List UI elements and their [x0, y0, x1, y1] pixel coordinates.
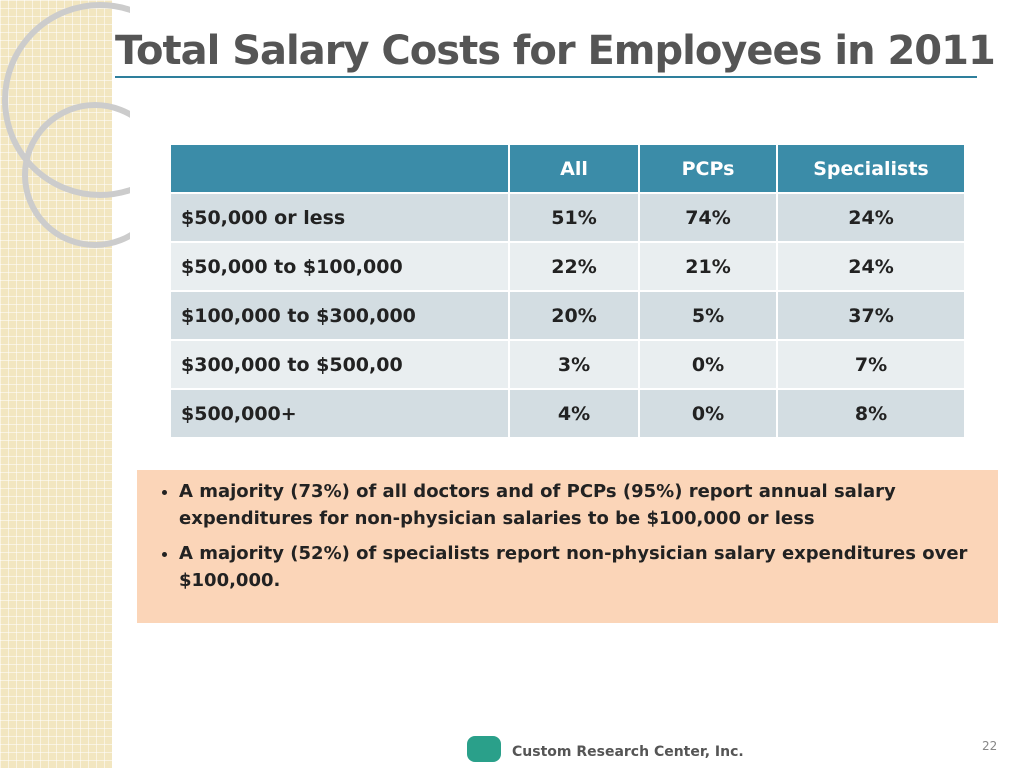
header-cell: PCPs [638, 143, 778, 194]
cell: $50,000 to $100,000 [169, 241, 510, 292]
cell: 24% [776, 192, 966, 243]
title-rule [115, 76, 977, 78]
cell: 7% [776, 339, 966, 390]
cell: 21% [638, 241, 778, 292]
page-number: 22 [982, 739, 998, 753]
cell: 24% [776, 241, 966, 292]
header-cell: All [508, 143, 640, 194]
cell: 20% [508, 290, 640, 341]
cell: $300,000 to $500,00 [169, 339, 510, 390]
side-pattern [0, 0, 112, 768]
cell: 4% [508, 388, 640, 439]
cell: 0% [638, 339, 778, 390]
cell: 22% [508, 241, 640, 292]
cell: 3% [508, 339, 640, 390]
header-cell [169, 143, 510, 194]
cell: 37% [776, 290, 966, 341]
cell: 0% [638, 388, 778, 439]
cell: 74% [638, 192, 778, 243]
logo [467, 736, 501, 762]
row: $300,000 to $500,00 3% 0% 7% [169, 339, 966, 390]
cell: 5% [638, 290, 778, 341]
bullet: A majority (73%) of all doctors and of P… [179, 478, 998, 532]
row: $500,000+ 4% 0% 8% [169, 388, 966, 439]
cell: $500,000+ [169, 388, 510, 439]
header-cell: Specialists [776, 143, 966, 194]
cell: 8% [776, 388, 966, 439]
company: Custom Research Center, Inc. [512, 744, 744, 760]
decor [2, 2, 130, 248]
note-box: A majority (73%) of all doctors and of P… [137, 470, 998, 623]
title: Total Salary Costs for Employees in 2011 [115, 28, 996, 74]
row: $100,000 to $300,000 20% 5% 37% [169, 290, 966, 341]
cell: $100,000 to $300,000 [169, 290, 510, 341]
cell: 51% [508, 192, 640, 243]
row: $50,000 or less 51% 74% 24% [169, 192, 966, 243]
table: All PCPs Specialists $50,000 or less 51% 74%… [169, 143, 966, 439]
bullet: A majority (52%) of specialists report n… [179, 540, 998, 594]
row: $50,000 to $100,000 22% 21% 24% [169, 241, 966, 292]
cell: $50,000 or less [169, 192, 510, 243]
